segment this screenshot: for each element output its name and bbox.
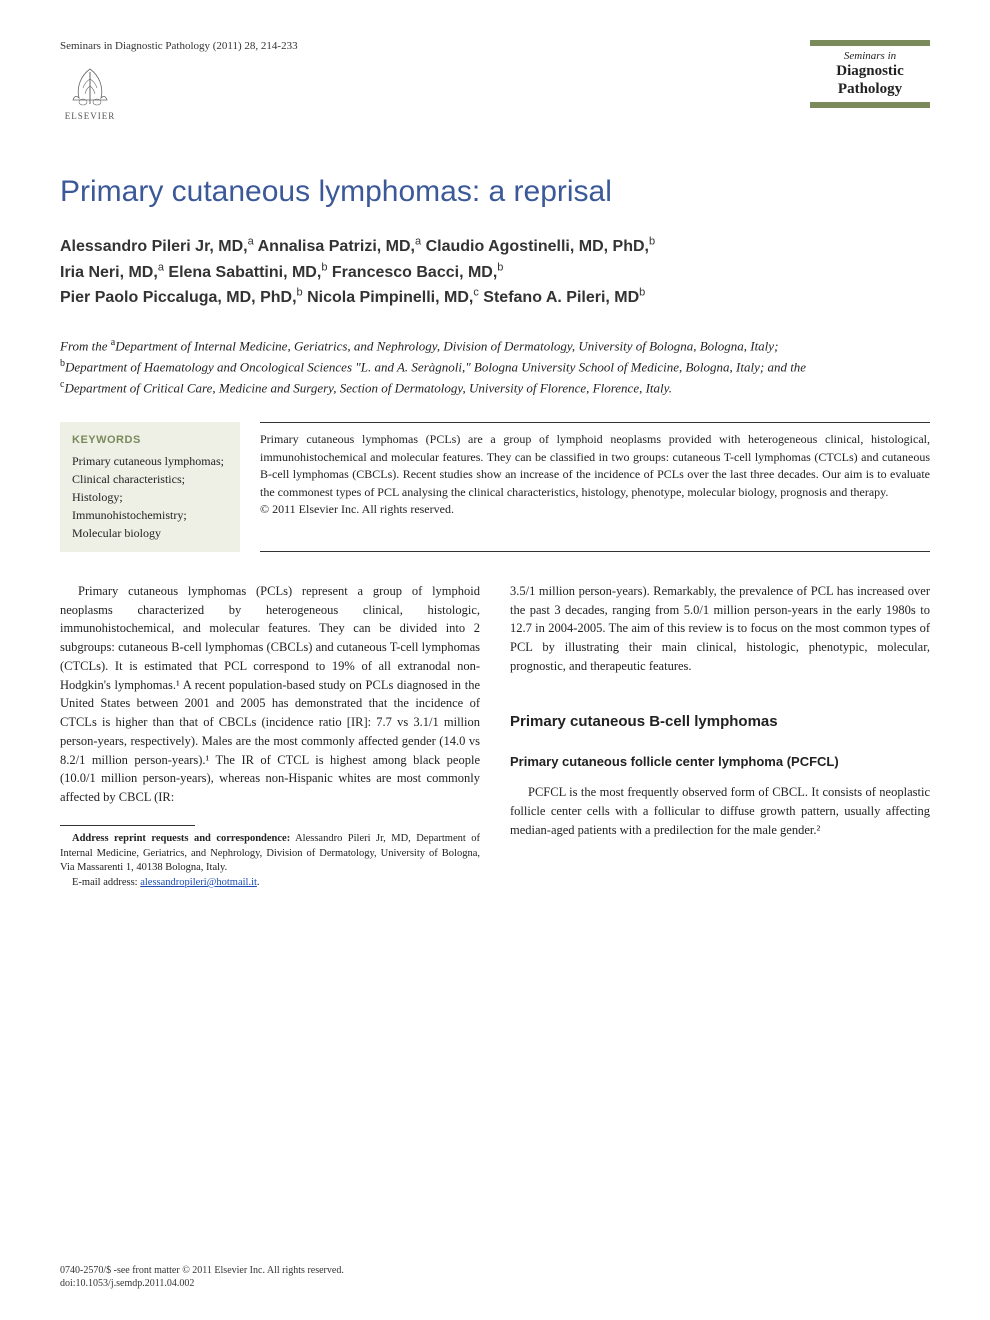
email-link[interactable]: alessandropileri@hotmail.it xyxy=(140,877,257,888)
author: Stefano A. Pileri, MDb xyxy=(483,289,645,306)
journal-title-box: Seminars in Diagnostic Pathology xyxy=(810,40,930,108)
abstract-copyright: © 2011 Elsevier Inc. All rights reserved… xyxy=(260,502,454,516)
email-label: E-mail address: xyxy=(72,877,140,888)
column-left: Primary cutaneous lymphomas (PCLs) repre… xyxy=(60,582,480,891)
author: Claudio Agostinelli, MD, PhD,b xyxy=(426,238,656,255)
authors-list: Alessandro Pileri Jr, MD,a Annalisa Patr… xyxy=(60,234,930,310)
author: Francesco Bacci, MD,b xyxy=(332,264,504,281)
body-columns: Primary cutaneous lymphomas (PCLs) repre… xyxy=(60,582,930,891)
journal-line3: Pathology xyxy=(810,80,930,98)
elsevier-tree-icon xyxy=(65,64,115,109)
journal-line2: Diagnostic xyxy=(810,62,930,80)
affil-a: Department of Internal Medicine, Geriatr… xyxy=(115,338,778,353)
journal-bar-bottom xyxy=(810,102,930,108)
intro-paragraph: Primary cutaneous lymphomas (PCLs) repre… xyxy=(60,582,480,807)
abstract-text: Primary cutaneous lymphomas (PCLs) are a… xyxy=(260,422,930,552)
doi-line: doi:10.1053/j.semdp.2011.04.002 xyxy=(60,1277,344,1290)
journal-bar-top xyxy=(810,40,930,46)
keywords-list: Primary cutaneous lymphomas; Clinical ch… xyxy=(72,452,228,542)
keywords-heading: KEYWORDS xyxy=(72,432,228,449)
pcfcl-paragraph: PCFCL is the most frequently observed fo… xyxy=(510,783,930,839)
author: Iria Neri, MD,a xyxy=(60,264,164,281)
abstract-block: KEYWORDS Primary cutaneous lymphomas; Cl… xyxy=(60,422,930,552)
section-heading-cbcl: Primary cutaneous B-cell lymphomas xyxy=(510,711,930,734)
header-left: Seminars in Diagnostic Pathology (2011) … xyxy=(60,40,298,125)
copyright-footer: 0740-2570/$ -see front matter © 2011 Els… xyxy=(60,1264,344,1290)
correspondence-label: Address reprint requests and corresponde… xyxy=(72,833,290,844)
article-title: Primary cutaneous lymphomas: a reprisal xyxy=(60,175,930,209)
abstract-body: Primary cutaneous lymphomas (PCLs) are a… xyxy=(260,432,930,498)
affil-b: Department of Haematology and Oncologica… xyxy=(65,359,806,374)
author: Alessandro Pileri Jr, MD,a xyxy=(60,238,254,255)
column-right: 3.5/1 million person-years). Remarkably,… xyxy=(510,582,930,891)
author: Annalisa Patrizi, MD,a xyxy=(258,238,422,255)
journal-line1: Seminars in xyxy=(810,50,930,62)
page-header: Seminars in Diagnostic Pathology (2011) … xyxy=(60,40,930,125)
affil-c: Department of Critical Care, Medicine an… xyxy=(64,380,672,395)
author: Pier Paolo Piccaluga, MD, PhD,b xyxy=(60,289,303,306)
author: Nicola Pimpinelli, MD,c xyxy=(307,289,479,306)
issn-line: 0740-2570/$ -see front matter © 2011 Els… xyxy=(60,1264,344,1277)
author: Elena Sabattini, MD,b xyxy=(168,264,327,281)
intro-continued: 3.5/1 million person-years). Remarkably,… xyxy=(510,582,930,676)
publisher-name: ELSEVIER xyxy=(65,111,116,121)
correspondence-footnote: Address reprint requests and corresponde… xyxy=(60,832,480,891)
subsection-heading-pcfcl: Primary cutaneous follicle center lympho… xyxy=(510,753,930,771)
affiliations: From the aDepartment of Internal Medicin… xyxy=(60,335,930,397)
keywords-box: KEYWORDS Primary cutaneous lymphomas; Cl… xyxy=(60,422,240,552)
footnote-separator xyxy=(60,825,195,826)
citation-line: Seminars in Diagnostic Pathology (2011) … xyxy=(60,40,298,52)
publisher-logo: ELSEVIER xyxy=(60,60,120,125)
affil-prefix: From the xyxy=(60,338,111,353)
